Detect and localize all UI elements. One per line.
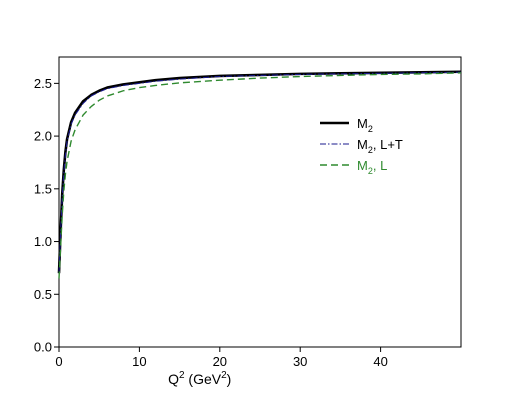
x-axis-label: Q2 (GeV2) <box>168 370 231 387</box>
legend-label-2: M2, L+T <box>357 137 403 155</box>
series-line-2 <box>58 71 462 274</box>
x-tick-label: 30 <box>293 354 307 369</box>
x-axis-label-end: ) <box>227 371 232 387</box>
y-tick-label: 1.5 <box>34 181 52 196</box>
legend-label-1: M2 <box>357 116 373 134</box>
x-axis-label-sup: 2 <box>179 370 185 381</box>
plot-frame <box>58 56 462 348</box>
y-tick-label: 2.5 <box>34 76 52 91</box>
x-axis-label-base: Q <box>168 371 179 387</box>
legend-label-3: M2, L <box>357 158 387 176</box>
plot-area: 0 10 20 30 40 0.0 0.5 1.0 1.5 2.0 2.5 <box>34 56 462 369</box>
legend: M2 M2, L+T M2, L <box>320 116 403 176</box>
x-tick-label: 40 <box>373 354 387 369</box>
tick-layer: 0 10 20 30 40 0.0 0.5 1.0 1.5 2.0 2.5 <box>34 76 388 369</box>
x-tick-label: 10 <box>132 354 146 369</box>
y-tick-label: 2.0 <box>34 129 52 144</box>
y-tick-label: 1.0 <box>34 234 52 249</box>
y-tick-label: 0.0 <box>34 340 52 355</box>
y-tick-label: 0.5 <box>34 287 52 302</box>
x-axis-label-sup2: 2 <box>221 370 227 381</box>
x-axis-label-mid: (GeV <box>185 371 222 387</box>
x-tick-label: 20 <box>213 354 227 369</box>
x-tick-label: 0 <box>55 354 62 369</box>
series-layer <box>57 70 462 279</box>
